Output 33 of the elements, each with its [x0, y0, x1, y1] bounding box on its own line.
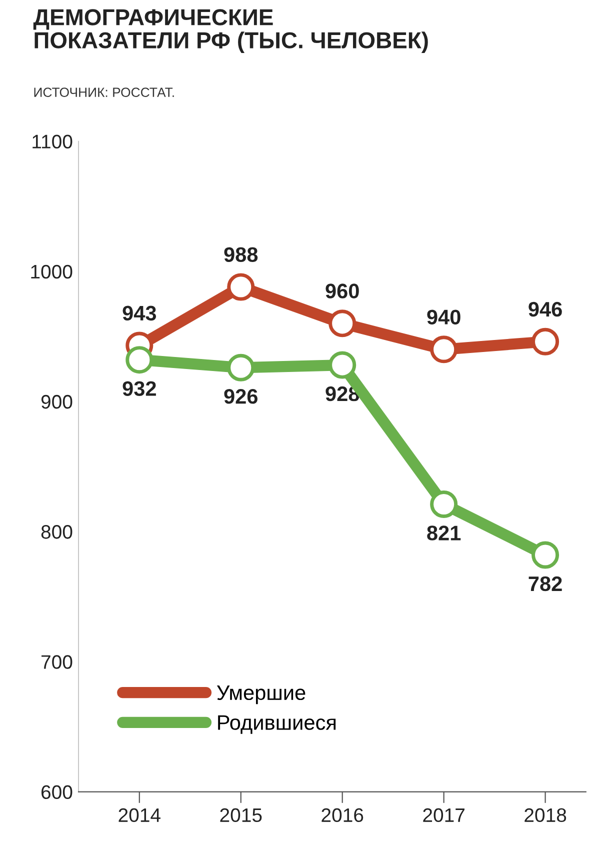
data-label: 940	[427, 310, 460, 324]
y-tick-label: 900	[41, 394, 72, 409]
point	[430, 336, 458, 364]
point	[328, 310, 356, 338]
data-label: 943	[122, 306, 156, 321]
point	[532, 328, 560, 356]
point	[227, 273, 255, 301]
chart-title: ДЕМОГРАФИЧЕСКИЕ ПОКАЗАТЕЛИ РФ (ТЫС. ЧЕЛОВЕК)	[33, 9, 428, 53]
point	[126, 346, 154, 374]
data-label: 960	[326, 284, 359, 298]
x-tick-label: 2015	[220, 808, 262, 822]
point	[430, 490, 458, 518]
x-tick-label: 2018	[524, 808, 566, 822]
point	[328, 351, 356, 379]
data-label: 782	[528, 576, 562, 592]
x-tick-label: 2017	[423, 808, 464, 822]
data-label: 926	[224, 389, 258, 404]
data-label: 932	[122, 381, 156, 396]
y-tick-label: 1000	[31, 264, 72, 279]
legend-label: Родившиеся	[218, 715, 336, 734]
text: ИСТОЧНИК: РОССТАТ.	[34, 88, 174, 98]
y-tick-label: 700	[42, 655, 72, 669]
y-tick-label: 600	[42, 785, 72, 800]
point	[532, 541, 560, 569]
y-tick-label: 800	[41, 525, 72, 539]
point	[227, 354, 255, 382]
data-label: 988	[224, 247, 258, 262]
y-tick-label: 1100	[32, 134, 72, 148]
legend-label: Умершие	[216, 686, 306, 704]
data-label: 946	[528, 302, 562, 317]
data-label: 821	[427, 526, 461, 540]
x-tick-label: 2014	[118, 808, 160, 822]
x-tick-label: 2016	[322, 808, 364, 822]
